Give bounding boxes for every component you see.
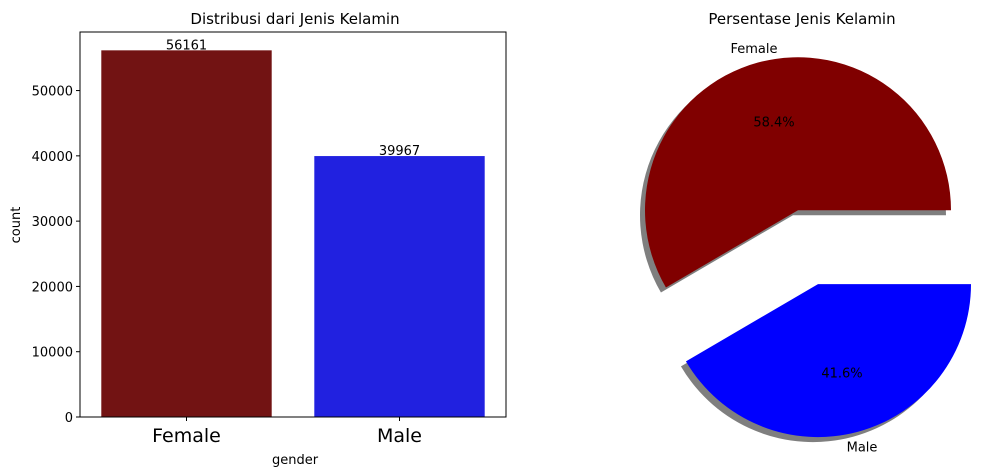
pie-chart-title: Persentase Jenis Kelamin bbox=[708, 10, 895, 28]
y-tick-label: 50000 bbox=[32, 85, 73, 100]
bar-marks bbox=[101, 50, 485, 418]
pie-label-female: Female bbox=[730, 42, 777, 57]
bar-female bbox=[101, 50, 272, 418]
y-tick-label: 30000 bbox=[32, 215, 73, 230]
bar-chart: Distribusi dari Jenis Kelamin 56161 39967… bbox=[9, 10, 507, 468]
bar-value-label: 56161 bbox=[166, 38, 207, 53]
bar-male bbox=[314, 156, 485, 417]
pie-slice-male bbox=[685, 284, 972, 438]
bar-chart-title: Distribusi dari Jenis Kelamin bbox=[190, 10, 399, 28]
y-axis-ticks: 0 10000 20000 30000 40000 50000 bbox=[32, 85, 80, 426]
pie-slice-female bbox=[644, 57, 951, 288]
bar-value-label: 39967 bbox=[379, 144, 420, 159]
pie-labels: Female 58.4% Male 41.6% bbox=[730, 42, 877, 456]
y-tick-label: 10000 bbox=[32, 346, 73, 361]
pie-label-male: Male bbox=[847, 441, 878, 456]
y-tick-label: 40000 bbox=[32, 150, 73, 165]
pie-chart: Persentase Jenis Kelamin Female 58.4% Male… bbox=[639, 10, 972, 456]
bar-chart-frame bbox=[79, 31, 507, 418]
x-axis-ticks: Female Male bbox=[152, 417, 422, 447]
x-axis-label: gender bbox=[272, 453, 319, 468]
y-tick-label: 0 bbox=[65, 411, 73, 426]
y-axis-label: count bbox=[9, 207, 24, 244]
pie-percent-female: 58.4% bbox=[753, 116, 794, 131]
pie-percent-male: 41.6% bbox=[821, 367, 862, 382]
pie-slices bbox=[644, 57, 972, 438]
bar-value-labels: 56161 39967 bbox=[166, 38, 420, 159]
y-tick-label: 20000 bbox=[32, 280, 73, 295]
x-tick-label: Female bbox=[152, 425, 221, 447]
x-tick-label: Male bbox=[377, 425, 422, 447]
